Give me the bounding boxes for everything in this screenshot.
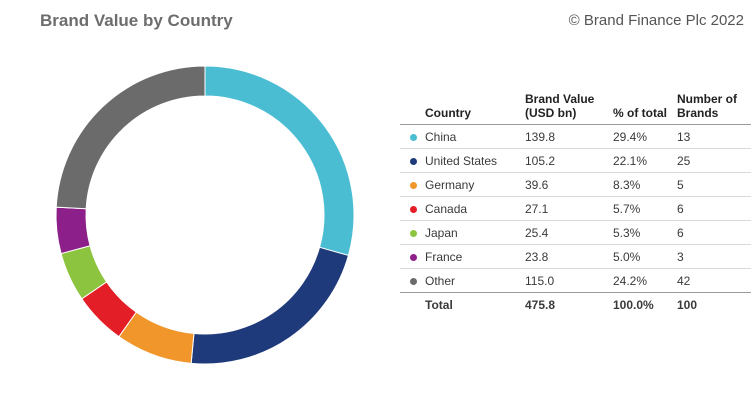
total-swatch-cell [400,292,425,316]
table-row-other: Other 115.0 24.2% 42 [400,268,751,293]
cell-swatch-other [400,268,425,293]
legend-swatch-other [410,277,417,285]
cell-value-united-states: 105.2 [525,148,613,173]
cell-swatch-japan [400,220,425,245]
cell-country-france: France [425,244,525,269]
cell-country-germany: Germany [425,172,525,197]
header-number-of-brands: Number of Brands [677,92,737,120]
header-brand-value: Brand Value (USD bn) [525,92,595,120]
cell-brands-china: 13 [677,124,751,149]
total-label: Total [425,292,525,316]
cell-value-japan: 25.4 [525,220,613,245]
table-row-united-states: United States 105.2 22.1% 25 [400,148,751,173]
table-row-china: China 139.8 29.4% 13 [400,124,751,149]
chart-title: Brand Value by Country [40,11,233,30]
cell-country-canada: Canada [425,196,525,221]
legend-swatch-china [410,133,417,141]
cell-value-other: 115.0 [525,268,613,293]
donut-slice-united-states [190,246,350,365]
cell-brands-japan: 6 [677,220,751,245]
donut-slice-other [55,65,206,210]
cell-swatch-germany [400,172,425,197]
cell-country-japan: Japan [425,220,525,245]
cell-percent-other: 24.2% [613,268,677,293]
cell-value-canada: 27.1 [525,196,613,221]
cell-brands-germany: 5 [677,172,751,197]
total-number: 100 [677,292,751,316]
legend-swatch-germany [410,181,417,189]
total-value: 475.8 [525,292,613,316]
cell-percent-france: 5.0% [613,244,677,269]
cell-brands-united-states: 25 [677,148,751,173]
donut-slice-china [204,65,355,257]
table-total-row: Total 475.8 100.0% 100 [400,292,751,316]
brand-value-table: Country Brand Value (USD bn) % of total … [400,92,751,316]
cell-percent-germany: 8.3% [613,172,677,197]
header-country: Country [425,106,471,120]
cell-value-germany: 39.6 [525,172,613,197]
table-row-france: France 23.8 5.0% 3 [400,244,751,269]
table-header-row: Country Brand Value (USD bn) % of total … [400,92,751,125]
legend-swatch-united-states [410,157,417,165]
table-row-canada: Canada 27.1 5.7% 6 [400,196,751,221]
copyright-text: © Brand Finance Plc 2022 [568,12,744,29]
cell-country-china: China [425,124,525,149]
header-percent: % of total [613,106,667,120]
cell-brands-canada: 6 [677,196,751,221]
cell-percent-china: 29.4% [613,124,677,149]
cell-swatch-canada [400,196,425,221]
cell-swatch-france [400,244,425,269]
cell-percent-united-states: 22.1% [613,148,677,173]
table-row-germany: Germany 39.6 8.3% 5 [400,172,751,197]
cell-value-france: 23.8 [525,244,613,269]
cell-swatch-united-states [400,148,425,173]
legend-swatch-japan [410,229,417,237]
cell-brands-france: 3 [677,244,751,269]
total-percent: 100.0% [613,292,677,316]
legend-swatch-france [410,253,417,261]
cell-country-united-states: United States [425,148,525,173]
cell-percent-japan: 5.3% [613,220,677,245]
table-row-japan: Japan 25.4 5.3% 6 [400,220,751,245]
cell-brands-other: 42 [677,268,751,293]
cell-swatch-china [400,124,425,149]
donut-chart [55,65,355,365]
legend-swatch-canada [410,205,417,213]
cell-country-other: Other [425,268,525,293]
cell-percent-canada: 5.7% [613,196,677,221]
header-swatch-column [400,92,425,125]
donut-slice-france [55,206,91,255]
cell-value-china: 139.8 [525,124,613,149]
